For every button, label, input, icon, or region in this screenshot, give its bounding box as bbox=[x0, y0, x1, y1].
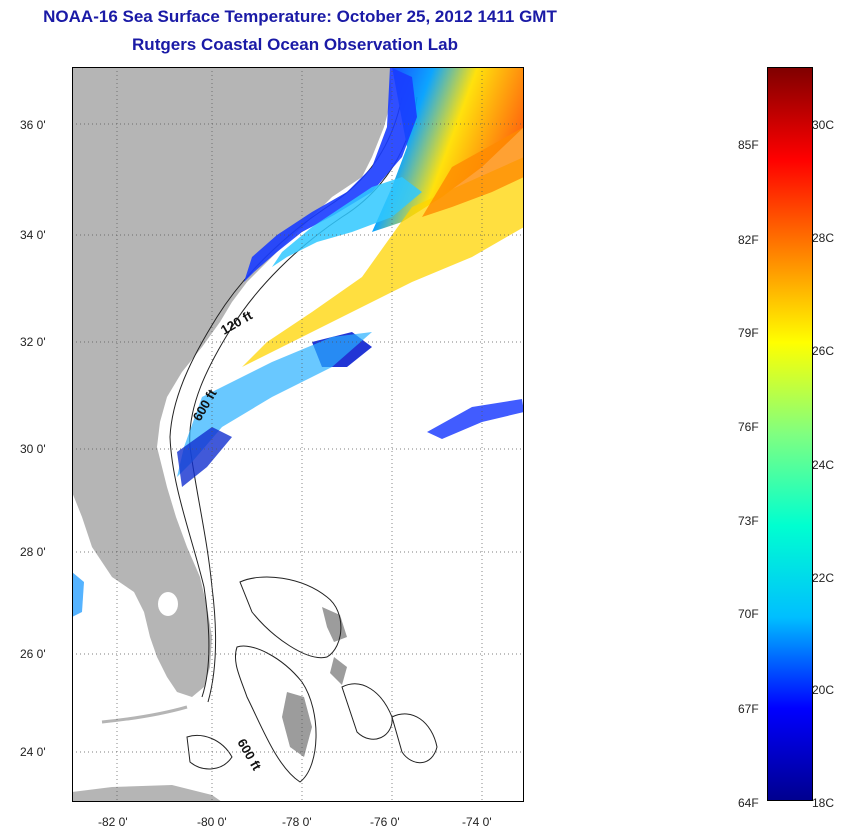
lat-label-30: 30 0' bbox=[20, 442, 46, 456]
lon-label-76: -76 0' bbox=[370, 815, 400, 829]
lon-label-74: -74 0' bbox=[462, 815, 492, 829]
lake-okeechobee bbox=[158, 592, 178, 616]
colorbar-label-26c: 26C bbox=[812, 344, 835, 358]
graticule bbox=[72, 67, 524, 802]
sst-map: 120 ft 600 ft 600 ft bbox=[72, 67, 524, 802]
lat-label-32: 32 0' bbox=[20, 335, 46, 349]
colorbar-label-73f: 73F bbox=[738, 514, 759, 528]
temperature-colorbar bbox=[767, 67, 813, 801]
colorbar-label-67f: 67F bbox=[738, 702, 759, 716]
florida-keys bbox=[101, 705, 188, 724]
sst-south-streaks bbox=[177, 332, 372, 477]
colorbar-label-76f: 76F bbox=[738, 420, 759, 434]
bahamas-eleuthera bbox=[330, 657, 347, 685]
lat-label-28: 28 0' bbox=[20, 545, 46, 559]
lat-label-36: 36 0' bbox=[20, 118, 46, 132]
us-land bbox=[72, 67, 392, 697]
colorbar-label-18c: 18C bbox=[812, 796, 835, 810]
cuba-land bbox=[72, 785, 222, 802]
sst-coastal-cold-band bbox=[244, 67, 417, 282]
lon-label-82: -82 0' bbox=[98, 815, 128, 829]
sst-mid-shelf-cyan bbox=[272, 177, 422, 267]
long-island-bank-contour bbox=[391, 713, 438, 764]
sst-offshore-streaks bbox=[242, 157, 524, 367]
sst-gulfstream-orange bbox=[422, 127, 524, 217]
bahamas-andros bbox=[282, 692, 312, 757]
map-frame bbox=[72, 67, 524, 802]
map-title: NOAA-16 Sea Surface Temperature: October… bbox=[43, 7, 557, 26]
colorbar-label-70f: 70F bbox=[738, 607, 759, 621]
colorbar-label-30c: 30C bbox=[812, 118, 835, 132]
sst-east-small-patch bbox=[427, 399, 524, 439]
cay-sal-bank-contour bbox=[186, 734, 233, 770]
colorbar-label-22c: 22C bbox=[812, 571, 835, 585]
colorbar-label-24c: 24C bbox=[812, 458, 835, 472]
lon-label-80: -80 0' bbox=[197, 815, 227, 829]
map-subtitle: Rutgers Coastal Ocean Observation Lab bbox=[132, 35, 458, 54]
lat-label-24: 24 0' bbox=[20, 745, 46, 759]
lat-label-26: 26 0' bbox=[20, 647, 46, 661]
sst-south-dark-blue bbox=[177, 427, 232, 487]
lon-label-78: -78 0' bbox=[282, 815, 312, 829]
great-bahama-bank-contour bbox=[234, 645, 317, 783]
colorbar-label-79f: 79F bbox=[738, 326, 759, 340]
bahamas-bank-contour bbox=[239, 576, 342, 659]
colorbar-label-64f: 64F bbox=[738, 796, 759, 810]
colorbar-label-28c: 28C bbox=[812, 231, 835, 245]
colorbar-label-82f: 82F bbox=[738, 233, 759, 247]
sst-west-coast-patch bbox=[72, 572, 84, 617]
colorbar-label-85f: 85F bbox=[738, 138, 759, 152]
colorbar-label-20c: 20C bbox=[812, 683, 835, 697]
lat-label-34: 34 0' bbox=[20, 228, 46, 242]
